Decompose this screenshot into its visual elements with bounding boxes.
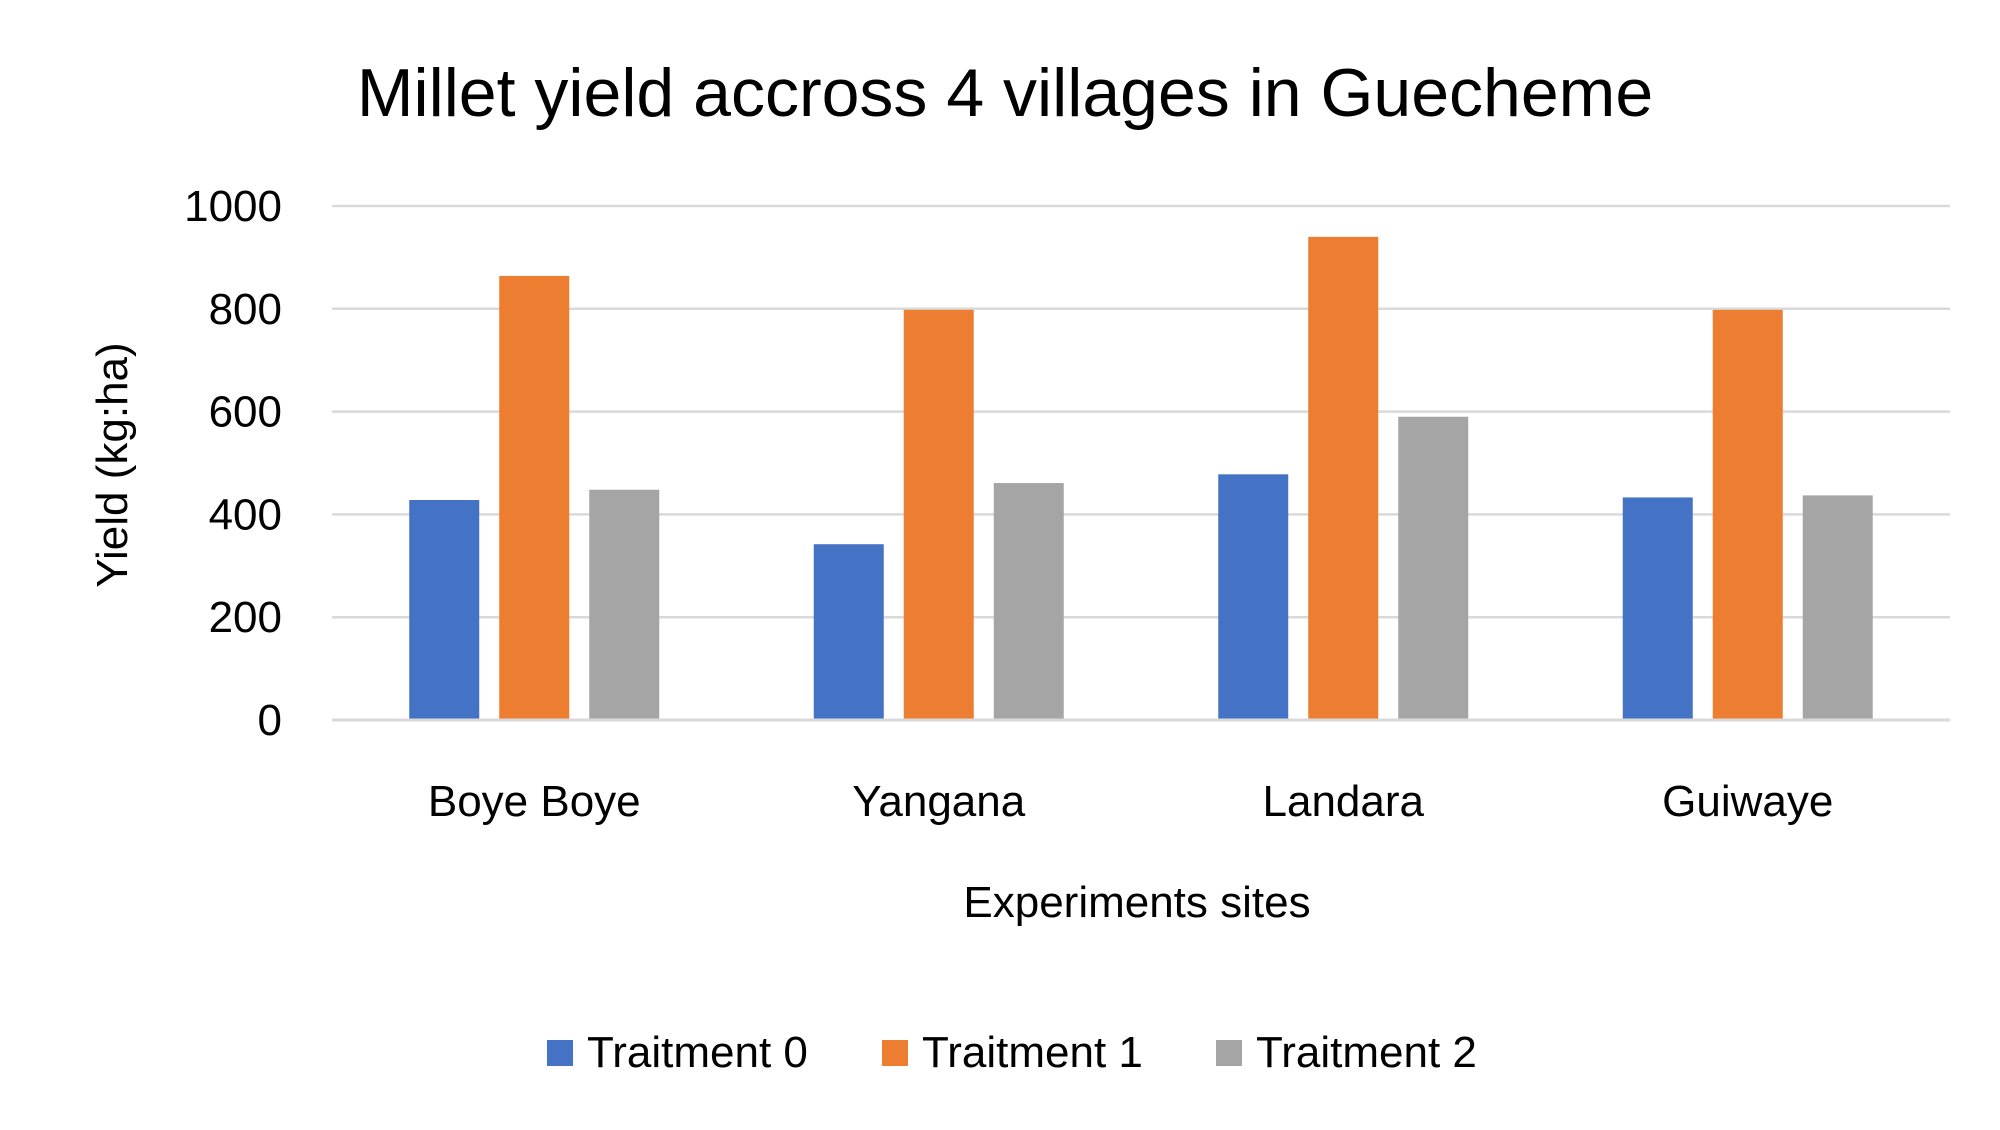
bar bbox=[589, 489, 660, 720]
y-tick-label: 400 bbox=[209, 490, 282, 539]
bar bbox=[1802, 495, 1873, 720]
x-tick-label: Yangana bbox=[852, 777, 1025, 826]
y-axis-label: Yield (kg:ha) bbox=[88, 342, 137, 587]
bar bbox=[993, 483, 1064, 720]
bar bbox=[1308, 236, 1379, 720]
y-tick-label: 0 bbox=[258, 696, 282, 745]
x-tick-label: Guiwaye bbox=[1662, 777, 1833, 826]
x-tick-label: Boye Boye bbox=[428, 777, 641, 826]
y-axis-ticks: 0 200 400 600 800 1000 bbox=[184, 182, 282, 745]
legend-label: Traitment 2 bbox=[1256, 1028, 1477, 1077]
y-tick-label: 1000 bbox=[184, 182, 282, 231]
bar bbox=[1398, 416, 1469, 720]
legend-label: Traitment 0 bbox=[587, 1028, 808, 1077]
bar bbox=[409, 500, 480, 720]
bar bbox=[1218, 474, 1289, 720]
legend-swatch bbox=[1216, 1040, 1242, 1066]
legend-swatch bbox=[882, 1040, 908, 1066]
y-tick-label: 200 bbox=[209, 593, 282, 642]
bar bbox=[903, 309, 974, 720]
bar bbox=[813, 544, 884, 720]
legend-label: Traitment 1 bbox=[922, 1028, 1143, 1077]
legend: Traitment 0 Traitment 1 Traitment 2 bbox=[547, 1028, 1477, 1077]
x-tick-label: Landara bbox=[1263, 777, 1425, 826]
bar bbox=[499, 275, 570, 720]
bar bbox=[1622, 497, 1693, 720]
x-axis-label: Experiments sites bbox=[963, 878, 1310, 927]
x-axis-ticks: Boye Boye Yangana Landara Guiwaye bbox=[428, 777, 1834, 826]
y-tick-label: 800 bbox=[209, 285, 282, 334]
chart-title: Millet yield accross 4 villages in Guech… bbox=[357, 55, 1653, 131]
bar bbox=[1712, 309, 1783, 720]
legend-swatch bbox=[547, 1040, 573, 1066]
y-tick-label: 600 bbox=[209, 388, 282, 437]
bars bbox=[332, 236, 1950, 722]
